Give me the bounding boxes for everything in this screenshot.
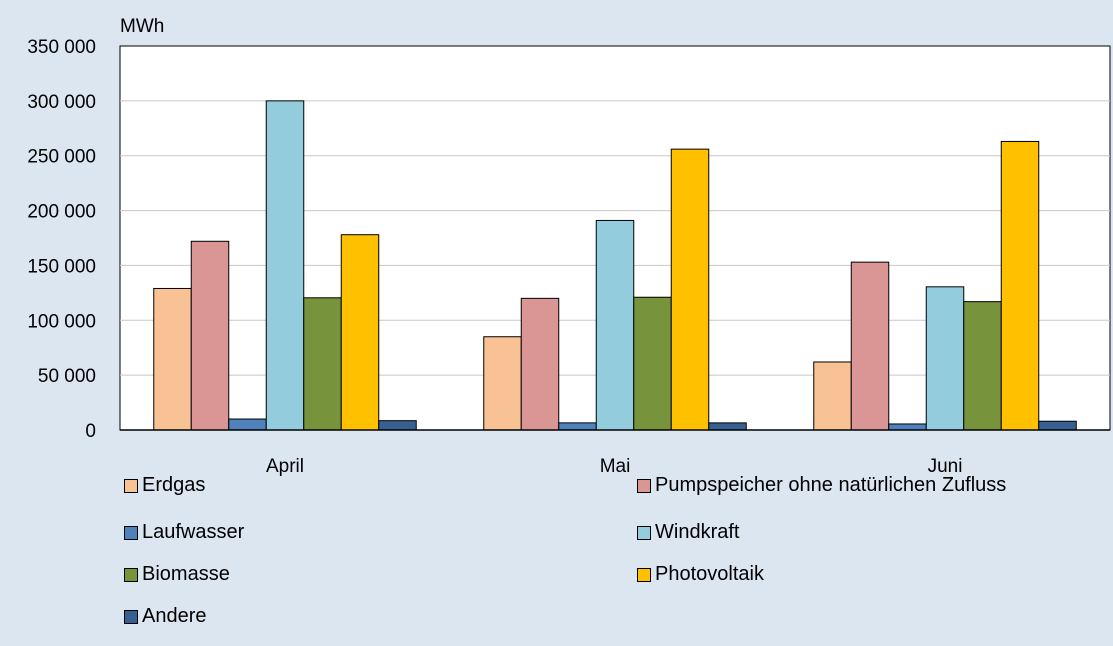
y-tick-label: 100 000 — [27, 311, 96, 332]
bar-laufwasser-april — [228, 418, 267, 431]
bar-windkraft-april — [265, 100, 305, 431]
bar-photovoltaik-april — [340, 234, 380, 431]
bar-biomasse-juni — [963, 301, 1002, 431]
bar-erdgas-juni — [813, 361, 852, 431]
bar-photovoltaik-mai — [670, 148, 710, 431]
bar-andere-juni — [1038, 420, 1077, 431]
x-tick-label: Mai — [600, 456, 631, 477]
bar-laufwasser-mai — [558, 422, 597, 431]
bars-layer — [153, 100, 1077, 431]
bar-pumpspeicher-ohne-nat-rlichen-zufluss-juni — [850, 261, 890, 431]
y-axis-unit-label: MWh — [120, 16, 164, 37]
bar-windkraft-mai — [595, 219, 635, 431]
bar-pumpspeicher-ohne-nat-rlichen-zufluss-mai — [520, 297, 560, 431]
bar-andere-mai — [708, 422, 747, 431]
bar-erdgas-mai — [483, 336, 522, 431]
y-tick-label: 150 000 — [27, 256, 96, 277]
bar-biomasse-mai — [633, 296, 672, 431]
x-tick-label: April — [266, 456, 304, 477]
bar-andere-april — [378, 420, 417, 431]
y-tick-label: 50 000 — [38, 366, 96, 387]
y-tick-label: 350 000 — [27, 37, 96, 58]
y-tick-label: 300 000 — [27, 92, 96, 113]
bar-windkraft-juni — [925, 286, 965, 431]
x-tick-label: Juni — [928, 456, 963, 477]
bar-photovoltaik-juni — [1000, 140, 1040, 431]
bar-erdgas-april — [153, 287, 192, 431]
bar-pumpspeicher-ohne-nat-rlichen-zufluss-april — [190, 240, 230, 431]
x-axis-ticks: April Mai Juni — [266, 456, 962, 477]
y-tick-label: 200 000 — [27, 202, 96, 223]
bar-biomasse-april — [303, 297, 342, 431]
y-tick-label: 0 — [85, 421, 96, 442]
bar-laufwasser-juni — [888, 423, 927, 431]
y-tick-label: 250 000 — [27, 147, 96, 168]
y-axis-ticks: 0 50 000 100 000 150 000 200 000 250 000 300 0… — [27, 37, 96, 442]
